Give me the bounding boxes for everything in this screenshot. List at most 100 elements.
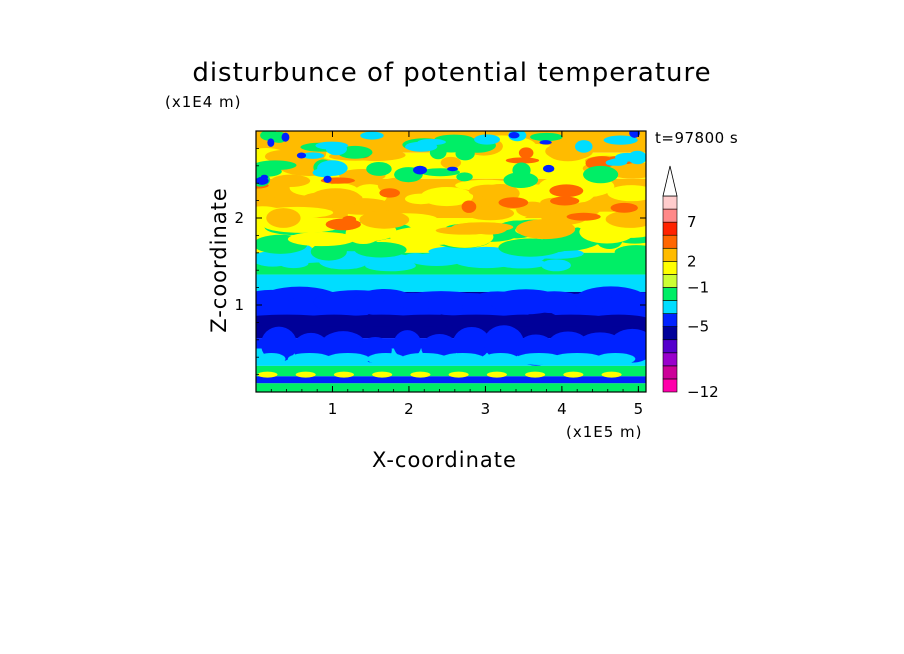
contour-cell — [576, 332, 624, 360]
x-axis: 1 2 3 4 5 — [270, 131, 643, 418]
contour-cell — [256, 190, 277, 200]
contour-cell — [356, 148, 371, 159]
contour-cell — [474, 134, 500, 145]
contour-cell — [538, 174, 615, 199]
contour-cell — [602, 292, 646, 323]
contour-cell — [545, 142, 594, 161]
contour-cell — [491, 249, 545, 266]
contour-cell — [420, 168, 460, 177]
contour-cell — [426, 293, 512, 318]
contour-cell — [366, 161, 392, 176]
contour-cell — [287, 352, 332, 365]
contour-cell — [467, 246, 506, 255]
contour-cell — [547, 144, 588, 162]
contour-cell — [434, 134, 474, 144]
contour-cell — [490, 314, 557, 327]
contour-cell — [298, 163, 369, 183]
contour-cell — [339, 168, 386, 183]
z-tick-label: 2 — [234, 209, 244, 227]
contour-band — [256, 131, 646, 153]
contour-cell — [410, 371, 431, 378]
contour-cell — [568, 234, 609, 245]
contour-cell — [434, 142, 468, 153]
contour-cell — [429, 142, 461, 163]
contour-cell — [498, 238, 563, 257]
contour-cell — [489, 289, 563, 315]
contour-cell — [310, 188, 361, 208]
contour-cell — [308, 252, 374, 263]
contour-cell — [611, 230, 646, 242]
contour-cell — [270, 174, 311, 187]
contour-cell — [396, 291, 486, 313]
contour-cell — [596, 232, 623, 250]
contour-cell — [505, 219, 567, 235]
contour-cell — [610, 202, 638, 213]
contour-cell — [391, 226, 468, 243]
colorbar-swatch — [662, 195, 678, 210]
contour-cell — [358, 336, 392, 364]
contour-cell — [287, 231, 356, 247]
colorbar-swatch — [662, 352, 678, 367]
contour-cell — [313, 159, 333, 176]
contour-cell — [337, 145, 373, 159]
contour-cell — [319, 331, 367, 363]
contour-cell — [546, 293, 619, 320]
contour-cell — [257, 286, 342, 315]
contour-cell — [281, 132, 290, 142]
contour-cell — [402, 138, 446, 152]
contour-cell — [256, 172, 271, 187]
contour-cell — [458, 138, 496, 153]
contour-cell — [627, 150, 646, 165]
contour-cell — [347, 367, 376, 376]
contour-cell — [268, 249, 336, 264]
contour-cell — [455, 147, 475, 161]
contour-band — [256, 365, 646, 377]
contour-cell — [464, 253, 528, 264]
colorbar-label: −12 — [687, 383, 719, 401]
contour-cell — [279, 156, 340, 176]
contour-cell — [257, 371, 278, 378]
contour-cell — [295, 371, 316, 378]
contour-cell — [466, 206, 515, 221]
contour-cell — [352, 288, 417, 316]
contour-cell — [565, 367, 599, 376]
contour-cell — [461, 200, 477, 213]
contour-cell — [256, 251, 294, 267]
contour-cell — [450, 367, 469, 376]
contour-cell — [582, 162, 619, 175]
contour-cell — [351, 221, 413, 239]
contour-cell — [328, 249, 382, 264]
contour-cell — [540, 197, 568, 208]
contour-field — [256, 131, 646, 392]
contour-cell — [629, 131, 640, 138]
contour-cell — [583, 165, 619, 184]
contour-cell — [340, 250, 397, 263]
contour-cell — [377, 253, 413, 265]
contour-cell — [538, 241, 571, 253]
colorbar-swatch — [662, 300, 678, 314]
contour-cell — [525, 371, 546, 378]
contour-cell — [256, 176, 269, 185]
colorbar-overflow-triangle — [662, 165, 678, 197]
contour-cell — [592, 153, 639, 177]
contour-cell — [266, 208, 301, 228]
contour-cell — [359, 210, 410, 229]
contour-cell — [449, 138, 483, 148]
contour-cell — [464, 137, 503, 156]
contour-cell — [549, 184, 584, 198]
contour-band — [256, 178, 646, 218]
contour-band — [256, 338, 646, 349]
contour-cell — [463, 231, 515, 242]
contour-cell — [313, 290, 399, 315]
contour-cell — [256, 289, 306, 318]
contour-cell — [256, 166, 282, 177]
contour-cell — [452, 326, 491, 360]
contour-cell — [440, 156, 462, 169]
contour-cell — [518, 147, 534, 159]
contour-cell — [371, 213, 438, 225]
contour-cell — [256, 314, 338, 327]
contour-cell — [468, 184, 509, 198]
contour-cell — [605, 210, 646, 228]
colorbar-swatch — [662, 274, 678, 288]
